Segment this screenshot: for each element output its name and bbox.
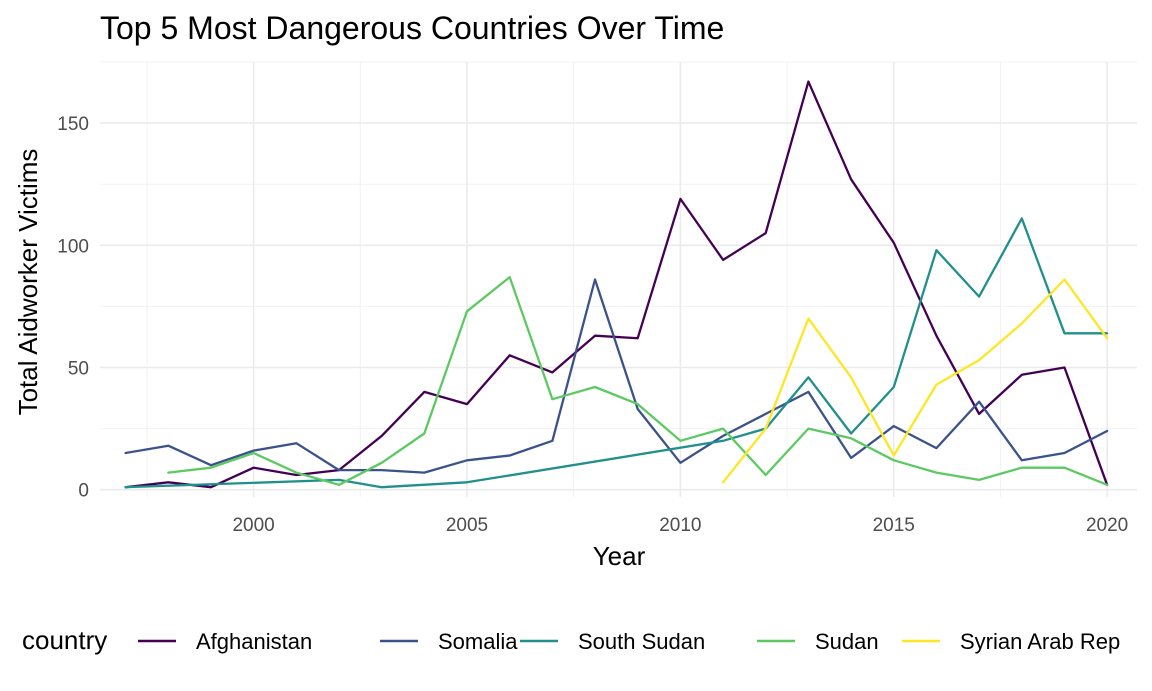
legend: country Afghanistan Somalia South Sudan Sud… <box>22 625 1120 655</box>
y-axis-title: Total Aidworker Victims <box>13 149 43 416</box>
series-line-south-sudan <box>124 217 1109 489</box>
y-tick-label: 100 <box>57 236 89 257</box>
y-tick-label: 50 <box>68 358 89 379</box>
legend-label-somalia: Somalia <box>438 629 518 654</box>
series-line-somalia <box>124 278 1109 474</box>
legend-label-south-sudan: South Sudan <box>578 629 705 654</box>
series-line-syrian-arab-rep <box>721 278 1109 484</box>
legend-title: country <box>22 625 107 655</box>
x-axis-ticks: 2000 2005 2010 2015 2020 <box>232 515 1128 536</box>
y-axis-ticks: 0 50 100 150 <box>57 114 89 502</box>
x-axis-title: Year <box>593 541 646 571</box>
grid <box>100 61 1137 497</box>
x-tick-label: 2010 <box>659 515 701 536</box>
legend-label-afghanistan: Afghanistan <box>196 629 312 654</box>
y-tick-label: 150 <box>57 114 89 135</box>
x-tick-label: 2020 <box>1086 515 1128 536</box>
legend-label-sudan: Sudan <box>815 629 879 654</box>
legend-label-syrian-arab-rep: Syrian Arab Rep <box>960 629 1120 654</box>
chart-title: Top 5 Most Dangerous Countries Over Time <box>100 10 724 46</box>
x-tick-label: 2000 <box>232 515 274 536</box>
x-tick-label: 2015 <box>873 515 915 536</box>
series-lines <box>124 80 1109 489</box>
series-line-sudan <box>167 275 1109 486</box>
x-tick-label: 2005 <box>446 515 488 536</box>
y-tick-label: 0 <box>78 481 89 502</box>
series-line-afghanistan <box>124 80 1109 489</box>
